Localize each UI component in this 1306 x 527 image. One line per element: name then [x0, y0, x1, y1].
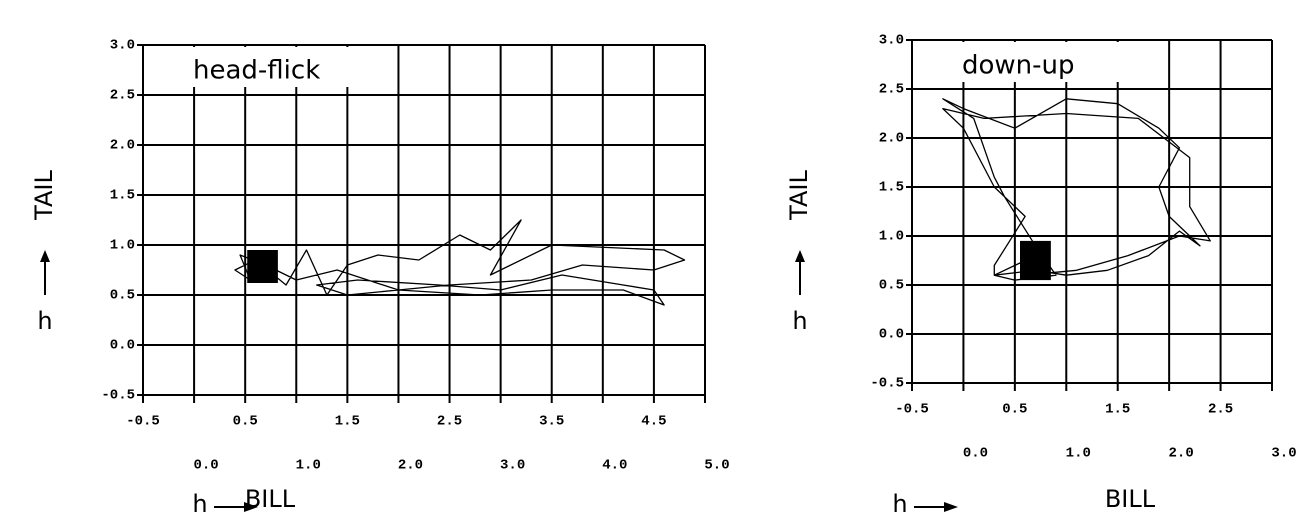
y-tick-label: 2.5 [879, 82, 904, 98]
x-tick-label: 1.5 [1105, 402, 1130, 418]
y-axis-label: TAIL [785, 170, 813, 221]
title-background [183, 47, 363, 87]
x-tick-label: 5.0 [704, 458, 729, 474]
x-axis-symbol: h [192, 490, 207, 518]
y-tick-label: 2.0 [110, 138, 135, 154]
y-axis-label: TAIL [30, 170, 58, 221]
chart-title: down-up [962, 51, 1075, 81]
x-tick-label: 2.5 [437, 414, 462, 430]
y-tick-label: 1.0 [110, 238, 135, 254]
x-tick-label: 2.0 [1169, 446, 1194, 462]
y-tick-label: 1.5 [879, 180, 904, 196]
x-tick-label: 4.5 [641, 414, 666, 430]
y-tick-label: 3.0 [879, 33, 904, 49]
y-tick-label: -0.5 [870, 376, 904, 392]
x-axis-arrowhead [944, 502, 958, 512]
trace-line [234, 219, 686, 306]
y-tick-label: 0.0 [879, 327, 904, 343]
x-tick-label: 3.0 [1271, 446, 1296, 462]
x-tick-label: 0.5 [1002, 402, 1027, 418]
y-tick-label: 2.0 [879, 131, 904, 147]
title-background [952, 42, 1132, 82]
x-tick-label: 3.0 [500, 458, 525, 474]
y-tick-label: -0.5 [101, 388, 135, 404]
x-tick-label: 1.0 [296, 458, 321, 474]
x-tick-label: 2.0 [398, 458, 423, 474]
y-tick-label: 1.0 [879, 229, 904, 245]
x-tick-label: 3.5 [539, 414, 564, 430]
x-axis-symbol: h [892, 490, 907, 518]
y-tick-label: 1.5 [110, 188, 135, 204]
y-axis-symbol: h [792, 307, 807, 335]
y-tick-label: 0.0 [110, 338, 135, 354]
y-axis-symbol: h [37, 307, 52, 335]
x-tick-label: -0.5 [126, 414, 160, 430]
y-tick-label: 0.5 [110, 288, 135, 304]
x-tick-label: 0.5 [233, 414, 258, 430]
x-tick-label: -0.5 [895, 402, 929, 418]
y-tick-label: 2.5 [110, 88, 135, 104]
y-axis-arrowhead [795, 250, 805, 262]
x-tick-label: 1.5 [335, 414, 360, 430]
y-tick-label: 3.0 [110, 38, 135, 54]
x-tick-label: 2.5 [1208, 402, 1233, 418]
x-tick-label: 0.0 [193, 458, 218, 474]
x-tick-label: 4.0 [602, 458, 627, 474]
y-tick-label: 0.5 [879, 278, 904, 294]
x-tick-label: 0.0 [963, 446, 988, 462]
x-tick-label: 1.0 [1066, 446, 1091, 462]
trace-line [942, 98, 1211, 281]
x-axis-label: BILL [1105, 485, 1156, 513]
y-axis-arrowhead [40, 250, 50, 262]
chart-title: head-flick [193, 56, 320, 86]
x-axis-arrowhead [244, 502, 258, 512]
